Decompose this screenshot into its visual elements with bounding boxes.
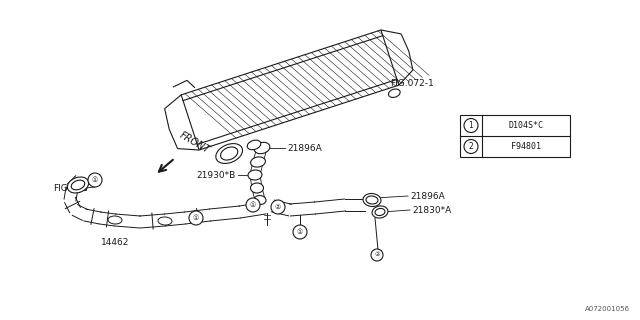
Polygon shape [181, 30, 399, 150]
Ellipse shape [375, 208, 385, 216]
Circle shape [88, 173, 102, 187]
Ellipse shape [254, 142, 270, 154]
Ellipse shape [248, 170, 262, 180]
Circle shape [271, 200, 285, 214]
Text: 21830*A: 21830*A [412, 205, 451, 214]
Ellipse shape [251, 157, 266, 167]
Text: ①: ① [92, 177, 98, 183]
Bar [460, 115, 570, 157]
Text: 21896A: 21896A [410, 191, 445, 201]
Ellipse shape [108, 216, 122, 224]
Ellipse shape [67, 177, 89, 193]
Text: FIG.073: FIG.073 [53, 183, 88, 193]
Text: ②: ② [374, 252, 380, 258]
Text: FIG.072-1: FIG.072-1 [390, 78, 434, 87]
Circle shape [246, 198, 260, 212]
Text: ①: ① [297, 229, 303, 235]
Ellipse shape [372, 206, 388, 218]
Circle shape [293, 225, 307, 239]
Text: 14462: 14462 [101, 237, 129, 246]
Circle shape [189, 211, 203, 225]
Text: 1: 1 [468, 121, 474, 130]
Ellipse shape [158, 217, 172, 225]
Ellipse shape [388, 89, 400, 98]
Text: D104S*C: D104S*C [509, 121, 543, 130]
Ellipse shape [71, 180, 84, 190]
Text: ①: ① [193, 215, 199, 221]
Text: 21930*B: 21930*B [196, 171, 236, 180]
Ellipse shape [363, 194, 381, 206]
Text: A072001056: A072001056 [585, 306, 630, 312]
Text: ②: ② [275, 204, 281, 210]
Ellipse shape [247, 140, 261, 150]
Ellipse shape [216, 144, 243, 164]
Text: FRONT: FRONT [178, 130, 212, 155]
Ellipse shape [250, 183, 264, 193]
Text: ①: ① [250, 202, 256, 208]
Text: F94801: F94801 [511, 142, 541, 151]
Ellipse shape [221, 147, 238, 160]
Circle shape [371, 249, 383, 261]
Text: 2: 2 [468, 142, 474, 151]
Text: 21896A: 21896A [287, 143, 322, 153]
Ellipse shape [254, 196, 266, 204]
Ellipse shape [366, 196, 378, 204]
